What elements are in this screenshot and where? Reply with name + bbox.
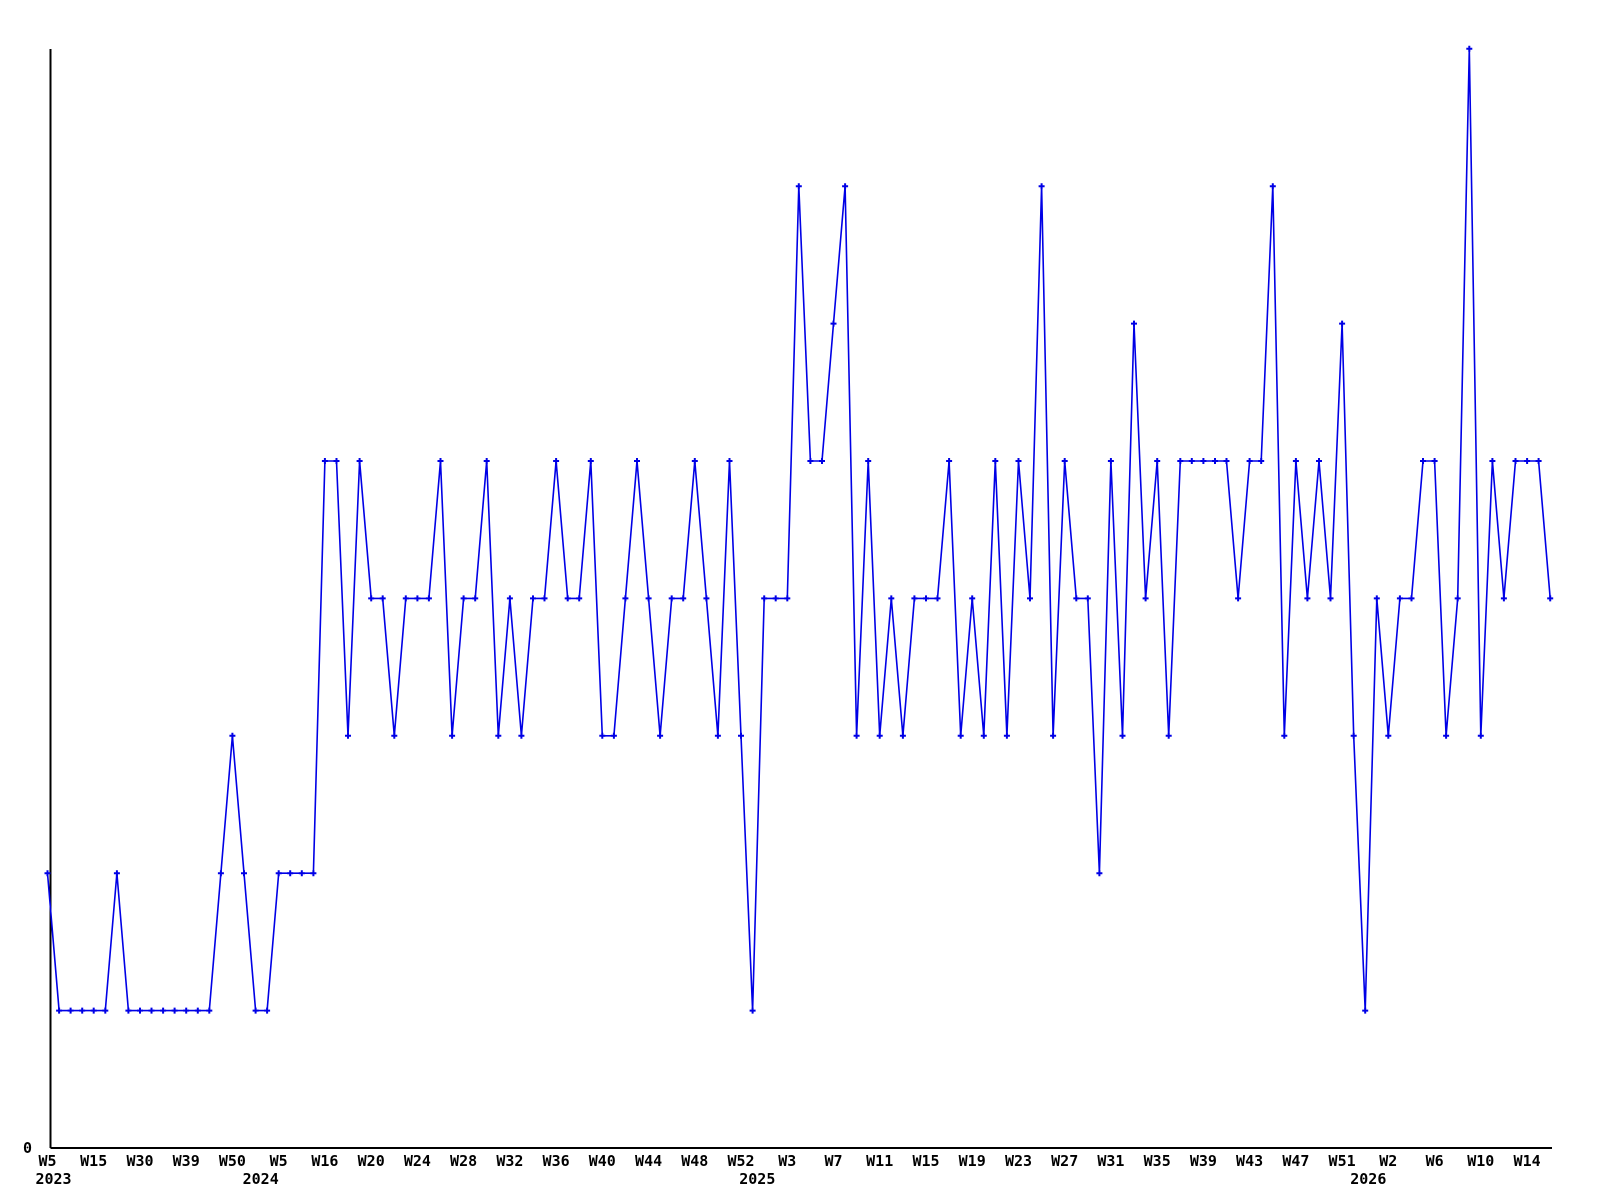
x-tick-label-w43: W43 (1236, 1152, 1263, 1170)
x-tick-label-w50: W50 (219, 1152, 246, 1170)
x-tick-label-w7: W7 (824, 1152, 842, 1170)
x-tick-label-w19: W19 (959, 1152, 986, 1170)
x-tick-label-w2-2026: W2 (1379, 1152, 1397, 1170)
x-tick-label-w40: W40 (589, 1152, 616, 1170)
x-tick-label-w39: W39 (1190, 1152, 1217, 1170)
x-tick-label-w16: W16 (311, 1152, 338, 1170)
x-tick-label-w32: W32 (496, 1152, 523, 1170)
x-tick-label-w36: W36 (543, 1152, 570, 1170)
x-tick-label-w10: W10 (1467, 1152, 1494, 1170)
x-tick-label-w6: W6 (1426, 1152, 1444, 1170)
x-tick-label-w39: W39 (173, 1152, 200, 1170)
x-tick-label-w52: W52 (727, 1152, 754, 1170)
data-point-markers (44, 45, 1554, 1014)
x-tick-label-w48: W48 (681, 1152, 708, 1170)
x-tick-label-w35: W35 (1144, 1152, 1171, 1170)
x-tick-label-w3-2025: W3 (778, 1152, 796, 1170)
data-line (46, 48, 1551, 1012)
x-tick-label-w23: W23 (1005, 1152, 1032, 1170)
x-year-label-2026: 2026 (1350, 1170, 1386, 1188)
x-tick-label-w28: W28 (450, 1152, 477, 1170)
x-year-label-2024: 2024 (243, 1170, 279, 1188)
x-year-label-2025: 2025 (739, 1170, 775, 1188)
x-tick-label-w27: W27 (1051, 1152, 1078, 1170)
axes (49, 49, 1552, 1149)
y-axis-origin-label: 0 (23, 1139, 32, 1157)
x-tick-label-w5-2023: W5 (38, 1152, 56, 1170)
x-tick-label-w30: W30 (126, 1152, 153, 1170)
x-tick-label-w20: W20 (358, 1152, 385, 1170)
x-tick-label-w5-2024: W5 (270, 1152, 288, 1170)
x-tick-label-w14: W14 (1514, 1152, 1541, 1170)
x-tick-label-w24: W24 (404, 1152, 431, 1170)
x-year-label-2023: 2023 (35, 1170, 71, 1188)
x-tick-label-w31: W31 (1097, 1152, 1124, 1170)
x-tick-label-w44: W44 (635, 1152, 662, 1170)
data-series (44, 45, 1554, 1014)
x-tick-label-w15: W15 (80, 1152, 107, 1170)
x-tick-label-w51: W51 (1329, 1152, 1356, 1170)
x-tick-label-w15: W15 (912, 1152, 939, 1170)
x-tick-label-w47: W47 (1282, 1152, 1309, 1170)
x-tick-label-w11: W11 (866, 1152, 893, 1170)
